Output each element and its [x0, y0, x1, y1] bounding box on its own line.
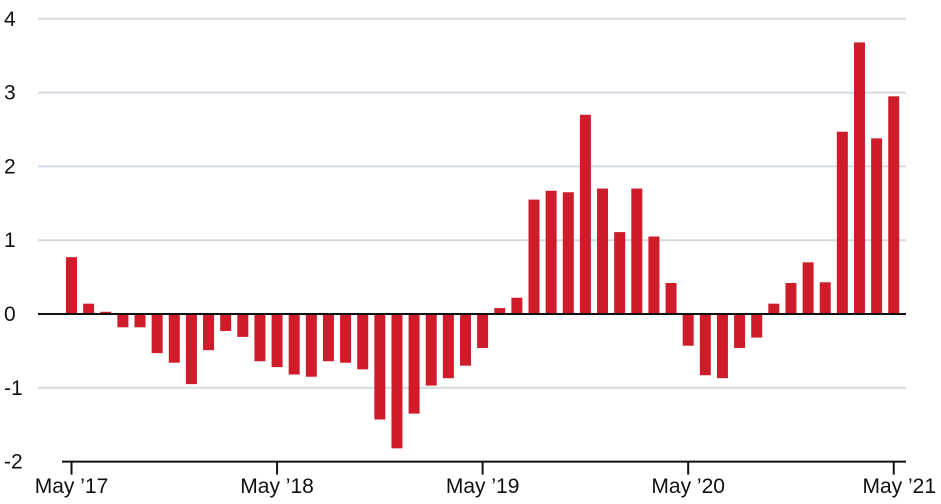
- bar: [614, 232, 626, 314]
- axes: [38, 313, 906, 475]
- bars: [66, 42, 900, 449]
- y-tick-label: 1: [4, 229, 16, 252]
- bar: [888, 96, 900, 314]
- gridlines: [38, 17, 906, 389]
- y-tick-label: 2: [4, 155, 16, 178]
- bar: [597, 188, 609, 314]
- y-tick-label: -2: [4, 451, 23, 474]
- bar: [871, 138, 883, 314]
- bar: [853, 42, 865, 314]
- bar: [802, 262, 814, 314]
- y-tick-label: -1: [4, 377, 23, 400]
- bar: [494, 308, 506, 314]
- bar: [785, 283, 797, 314]
- bar: [151, 314, 163, 354]
- x-tick-label: May ’21: [862, 475, 936, 498]
- bar: [579, 114, 591, 315]
- bar: [442, 314, 454, 379]
- bar: [305, 314, 317, 377]
- bar: [511, 297, 523, 314]
- bar: [836, 131, 848, 314]
- bar: [682, 314, 694, 346]
- bar: [459, 314, 471, 366]
- bar: [648, 236, 660, 314]
- y-tick-label: 3: [4, 82, 16, 105]
- x-tick-label: May ’17: [35, 475, 109, 498]
- bar: [66, 257, 77, 314]
- bar: [254, 314, 266, 362]
- bar: [203, 314, 215, 351]
- bar: [340, 314, 352, 363]
- bar: [237, 314, 249, 337]
- bar: [117, 314, 129, 328]
- bar: [699, 314, 711, 376]
- bar: [83, 303, 95, 314]
- bar: [768, 303, 780, 314]
- bar: [751, 314, 763, 338]
- bar: [562, 192, 574, 314]
- bar: [408, 314, 420, 414]
- y-tick-label: 4: [4, 8, 16, 31]
- bar: [528, 199, 540, 314]
- bar: [545, 190, 557, 314]
- bar: [168, 314, 180, 363]
- bar: [134, 314, 146, 328]
- bar: [477, 314, 489, 348]
- bar: [374, 314, 386, 420]
- bar: [391, 314, 403, 449]
- bar: [288, 314, 300, 375]
- bar: [631, 188, 643, 314]
- bar: [425, 314, 437, 386]
- bar: [220, 314, 232, 331]
- bar: [322, 314, 334, 362]
- bar: [271, 314, 283, 368]
- bar: [665, 283, 677, 314]
- y-axis-tick-labels: 4 3 2 1 0 -1 -2: [4, 8, 23, 474]
- bar: [716, 314, 728, 379]
- x-tick-label: May ’18: [240, 475, 314, 498]
- bar: [100, 311, 112, 314]
- bar: [819, 282, 831, 314]
- bar: [185, 314, 197, 385]
- x-axis-tick-labels: May ’17 May ’18 May ’19 May ’20 May ’21: [35, 475, 936, 498]
- x-tick-label: May ’20: [651, 475, 725, 498]
- x-tick-label: May ’19: [446, 475, 520, 498]
- bar: [734, 314, 746, 348]
- y-tick-label: 0: [4, 303, 16, 326]
- bar: [357, 314, 369, 370]
